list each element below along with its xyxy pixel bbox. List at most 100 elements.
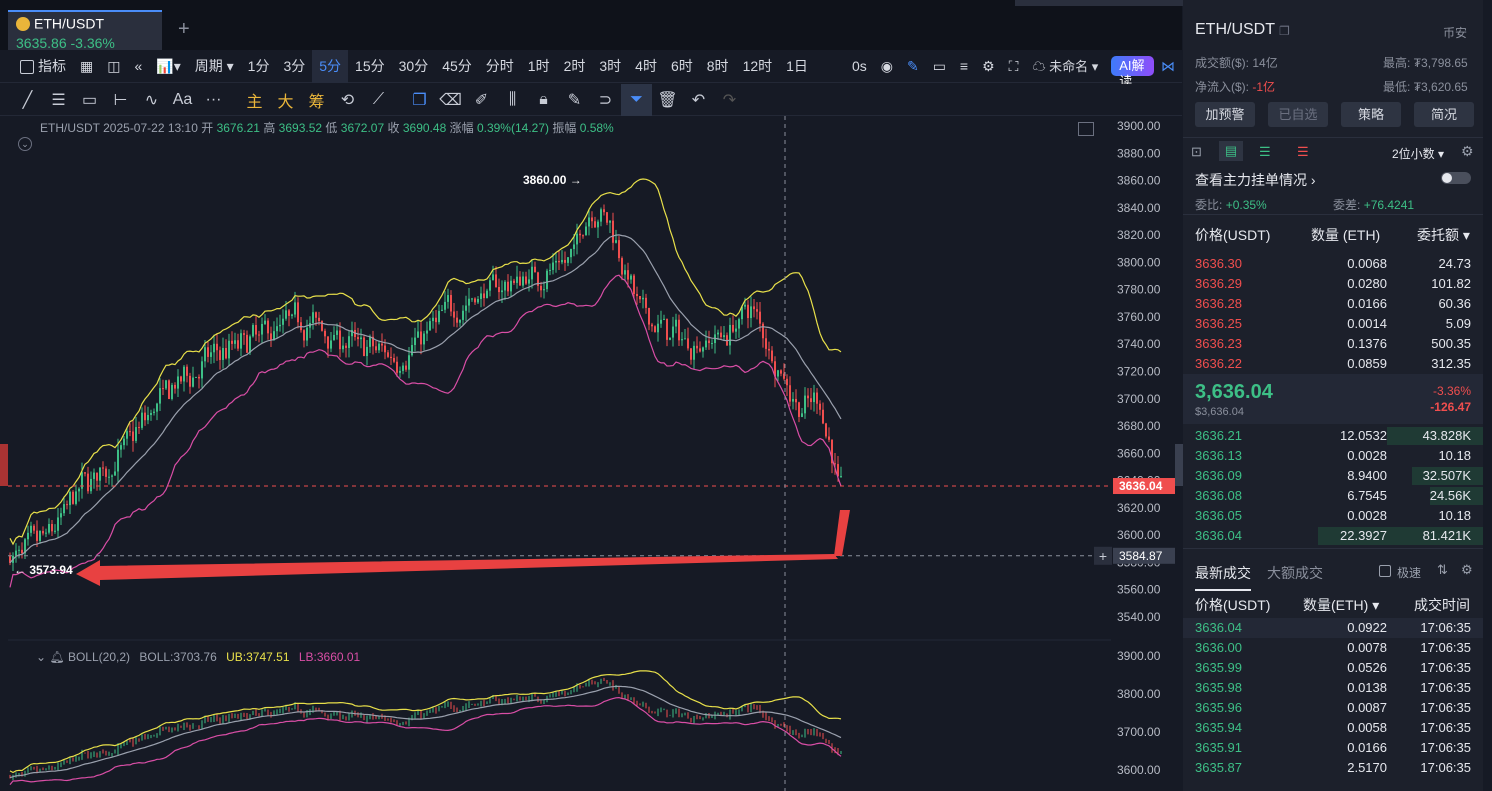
orderbook-buy-icon[interactable]: ▤ [1219, 141, 1243, 161]
indicators-button[interactable]: 指标 [0, 50, 73, 83]
candles-icon[interactable]: ⫼ [508, 90, 517, 108]
right-panel-handle[interactable] [1175, 444, 1183, 486]
bid-row[interactable]: 3636.08 6.7545 24.56K [1183, 486, 1483, 506]
share-icon[interactable]: ⋈ [1161, 57, 1175, 74]
trade-header-qty[interactable]: 数量(ETH) ▾ [1303, 597, 1380, 613]
sort-icon[interactable]: ⇅ [1437, 562, 1448, 577]
eraser-icon[interactable]: ⌫ [439, 91, 462, 109]
text-tool[interactable]: Aa [172, 90, 193, 108]
decimals-dropdown[interactable]: 2位小数 ▾ [1392, 147, 1445, 161]
interval-14[interactable]: 1日 [786, 57, 808, 74]
copy-symbol-icon[interactable]: ❐ [1279, 24, 1290, 38]
candlestick-chart[interactable]: 3900.00 3880.00 3860.00 3840.00 3820.00 3800.… [8, 116, 1175, 791]
fib-icon[interactable]: ☰ [51, 91, 66, 109]
ask-row[interactable]: 3636.30 0.0068 24.73 [1183, 254, 1483, 274]
more-tools[interactable]: ··· [205, 90, 222, 108]
fullscreen-icon[interactable]: ⛶ [1008, 57, 1019, 74]
tab-eth-usdt[interactable]: ETH/USDT 3635.86 -3.36% [8, 10, 162, 51]
candle-body [624, 270, 626, 275]
undo-icon[interactable]: ↶ [691, 91, 706, 109]
collapse-legend-icon[interactable]: ⌄ [18, 137, 32, 151]
overview-button[interactable]: 简况 [1414, 102, 1474, 127]
bid-row[interactable]: 3636.04 22.3927 81.421K [1183, 526, 1483, 546]
interval-3[interactable]: 15分 [355, 57, 385, 74]
edit-icon[interactable]: ✎ [567, 91, 582, 109]
orderbook-both-icon[interactable]: ⊡ [1191, 144, 1202, 159]
left-panel-handle[interactable] [0, 444, 8, 486]
trades-settings-icon[interactable]: ⚙ [1461, 562, 1473, 577]
interval-6[interactable]: 分时 [485, 57, 514, 74]
interval-1[interactable]: 3分 [283, 57, 306, 74]
calendar-icon[interactable]: ▦ [80, 57, 94, 74]
filter-icon[interactable]: ⏷ [621, 83, 652, 116]
interval-10[interactable]: 4时 [635, 57, 657, 74]
pen-icon[interactable]: ✎ [906, 57, 919, 74]
interval-5[interactable]: 45分 [442, 57, 472, 74]
orderbook-sell-icon[interactable]: ☰ [1297, 144, 1309, 159]
interval-8[interactable]: 2时 [563, 57, 586, 74]
tab-latest-trades[interactable]: 最新成交 [1195, 565, 1251, 581]
bid-row[interactable]: 3636.09 8.9400 32.507K [1183, 466, 1483, 486]
interval-11[interactable]: 6时 [670, 57, 693, 74]
layout-name: 未命名 [1049, 58, 1089, 74]
note-icon[interactable]: ▭ [932, 57, 946, 74]
maximize-icon[interactable] [1078, 122, 1094, 136]
ai-interpret-button[interactable]: AI解读 [1111, 56, 1154, 89]
add-tab-button[interactable]: + [178, 18, 190, 40]
lock-icon[interactable]: 🔒︎ [539, 90, 548, 108]
settings-gear-icon[interactable]: ⚙ [1461, 143, 1474, 159]
trash-icon[interactable]: 🗑︎ [657, 91, 678, 109]
interval-9[interactable]: 3时 [599, 57, 622, 74]
ruler-icon[interactable]: ⟲ [340, 91, 355, 109]
chart-area[interactable]: 3900.00 3880.00 3860.00 3840.00 3820.00 3800.… [0, 116, 1183, 791]
chart-type-icon[interactable]: 📊▾ [156, 57, 181, 74]
right-scroll-strip[interactable] [1483, 0, 1492, 791]
interval-4[interactable]: 30分 [398, 57, 429, 74]
replay-icon[interactable]: « [134, 57, 143, 74]
strategy-button[interactable]: 策略 [1341, 102, 1401, 127]
camera-icon[interactable]: ◉ [880, 57, 893, 74]
depth-toggle[interactable] [1441, 172, 1471, 184]
hline-icon[interactable]: ⊢ [113, 91, 128, 109]
period-dropdown[interactable]: 周期 ▾ [194, 57, 234, 74]
brush-icon[interactable]: ⟋ [372, 90, 385, 108]
layout-dropdown[interactable]: ☁ 未命名 ▾ [1032, 58, 1099, 74]
chip-tool[interactable]: 筹 [308, 93, 325, 111]
depth-title[interactable]: 查看主力挂单情况 › [1195, 172, 1316, 188]
settings-icon[interactable]: ⚙ [982, 57, 995, 74]
interval-7[interactable]: 1时 [527, 57, 550, 74]
alarm-icon[interactable]: ⌄ 🔔︎ [36, 650, 65, 664]
candle-body [159, 388, 161, 404]
copy-icon[interactable]: ❐ [412, 91, 427, 109]
wave-icon[interactable]: ∿ [144, 91, 159, 109]
interval-0[interactable]: 1分 [247, 57, 270, 74]
big-tool[interactable]: 大 [277, 93, 294, 111]
ob-header-total[interactable]: 委托额 ▾ [1417, 227, 1470, 243]
orderbook-list-icon[interactable]: ☰ [1259, 144, 1271, 159]
list-icon[interactable]: ≡ [959, 57, 969, 74]
ask-row[interactable]: 3636.29 0.0280 101.82 [1183, 274, 1483, 294]
interval-12[interactable]: 8时 [706, 57, 729, 74]
interval-2[interactable]: 5分 [312, 49, 349, 83]
watchlist-button[interactable]: 已自选 [1268, 102, 1328, 127]
ask-row[interactable]: 3636.25 0.0014 5.09 [1183, 314, 1483, 334]
redo-icon[interactable]: ↷ [722, 91, 737, 109]
ask-row[interactable]: 3636.28 0.0166 60.36 [1183, 294, 1483, 314]
bid-row[interactable]: 3636.13 0.0028 10.18 [1183, 446, 1483, 466]
search-box[interactable] [1015, 0, 1187, 6]
trendline-icon[interactable]: ╱ [22, 91, 33, 109]
ask-row[interactable]: 3636.23 0.1376 500.35 [1183, 334, 1483, 354]
pencil-icon[interactable]: ✐ [474, 91, 489, 109]
main-tool[interactable]: 主 [246, 93, 263, 111]
add-alert-button[interactable]: 加预警 [1195, 102, 1255, 127]
bid-row[interactable]: 3636.05 0.0028 10.18 [1183, 506, 1483, 526]
candle-body [369, 336, 371, 347]
tab-large-trades[interactable]: 大额成交 [1267, 565, 1323, 581]
rect-icon[interactable]: ▭ [81, 91, 98, 109]
ask-row[interactable]: 3636.22 0.0859 312.35 [1183, 354, 1483, 374]
fast-checkbox[interactable] [1379, 565, 1391, 577]
bid-row[interactable]: 3636.21 12.0532 43.828K [1183, 426, 1483, 446]
magnet-icon[interactable]: ⊃ [598, 91, 613, 109]
interval-13[interactable]: 12时 [742, 57, 773, 74]
compare-icon[interactable]: ◫ [107, 57, 121, 74]
